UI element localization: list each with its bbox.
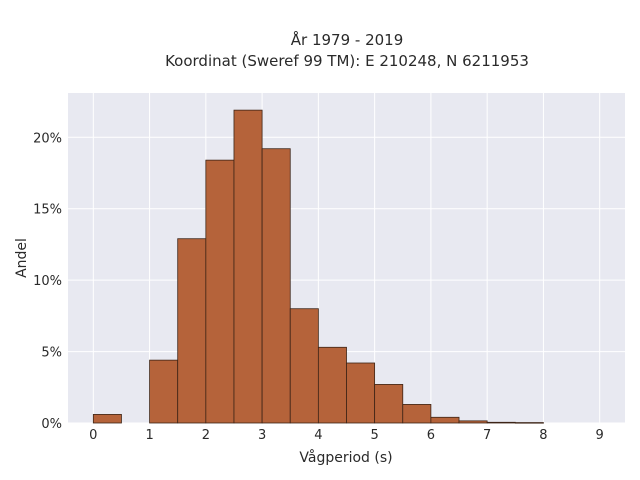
x-tick-label: 7 bbox=[483, 428, 491, 443]
x-tick-label: 3 bbox=[258, 428, 266, 443]
histogram-bar bbox=[177, 238, 207, 424]
histogram-bar bbox=[486, 421, 516, 424]
histogram-bar bbox=[261, 148, 291, 424]
bars bbox=[92, 109, 544, 424]
x-tick-label: 6 bbox=[427, 428, 435, 443]
x-tick-label: 4 bbox=[314, 428, 322, 443]
chart-title-line1: År 1979 - 2019 bbox=[291, 30, 404, 49]
y-tick-label: 5% bbox=[41, 346, 62, 361]
histogram-bar bbox=[233, 109, 263, 424]
histogram-bar bbox=[289, 308, 319, 424]
x-tick-label: 8 bbox=[539, 428, 547, 443]
y-tick-labels: 0% 5% 10% 15% 20% bbox=[33, 131, 62, 432]
y-tick-label: 20% bbox=[33, 131, 62, 146]
x-tick-label: 0 bbox=[89, 428, 97, 443]
y-tick-label: 15% bbox=[33, 203, 62, 218]
y-tick-label: 10% bbox=[33, 274, 62, 289]
chart-title-line2: Koordinat (Sweref 99 TM): E 210248, N 62… bbox=[165, 52, 529, 70]
x-tick-label: 9 bbox=[596, 428, 604, 443]
histogram-bar bbox=[205, 159, 235, 424]
histogram-bar bbox=[458, 420, 488, 424]
y-axis-label: Andel bbox=[14, 238, 30, 278]
x-tick-label: 5 bbox=[370, 428, 378, 443]
histogram-bar bbox=[92, 414, 122, 424]
histogram-bar bbox=[514, 422, 544, 424]
histogram-bar bbox=[430, 416, 460, 424]
x-tick-label: 2 bbox=[202, 428, 210, 443]
x-tick-label: 1 bbox=[145, 428, 153, 443]
x-tick-labels: 0 1 2 3 4 5 6 7 8 9 bbox=[89, 428, 604, 443]
histogram-bar bbox=[346, 362, 376, 424]
y-tick-label: 0% bbox=[41, 417, 62, 432]
histogram-bar bbox=[149, 359, 179, 424]
histogram-bar bbox=[317, 346, 347, 424]
histogram-bar bbox=[374, 384, 404, 424]
histogram-bar bbox=[402, 404, 432, 424]
x-axis-label: Vågperiod (s) bbox=[299, 449, 392, 466]
